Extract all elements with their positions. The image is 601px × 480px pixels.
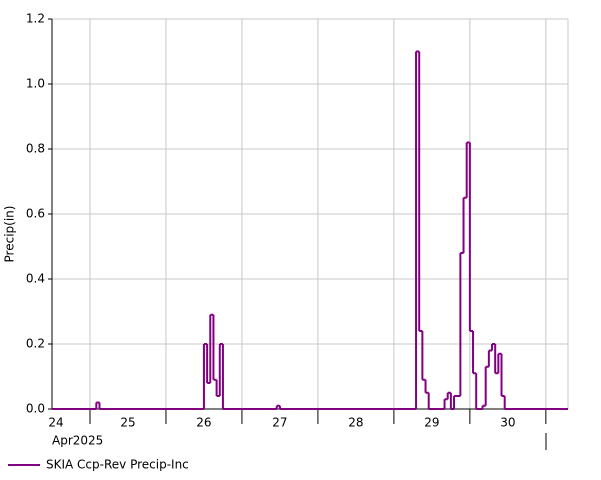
y-tick-label: 1.2: [26, 12, 45, 26]
legend-label: SKIA Ccp-Rev Precip-Inc: [46, 458, 189, 472]
y-tick-label: 0.2: [26, 337, 45, 351]
y-tick-label: 0.6: [26, 207, 45, 221]
y-tick-label: 1.0: [26, 77, 45, 91]
y-axis-label: Precip(in): [3, 206, 17, 263]
y-tick-label: 0.0: [26, 402, 45, 416]
x-sublabel: Apr2025: [52, 434, 103, 448]
x-tick-label: 26: [196, 416, 211, 430]
x-tick-label: 30: [500, 416, 515, 430]
y-tick-label: 0.4: [26, 272, 45, 286]
x-tick-label: 25: [120, 416, 135, 430]
x-tick-label: 29: [424, 416, 439, 430]
x-tick-label: 28: [348, 416, 363, 430]
x-tick-label: 27: [272, 416, 287, 430]
x-tick-label: 24: [48, 416, 63, 430]
y-tick-label: 0.8: [26, 142, 45, 156]
